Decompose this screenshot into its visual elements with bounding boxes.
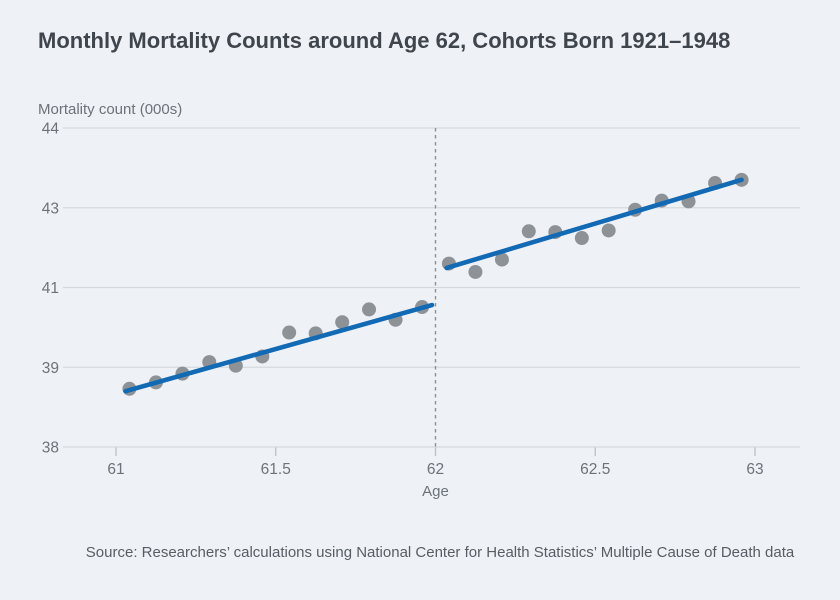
y-tick-label: 43 (42, 200, 59, 217)
scatter-point (494, 252, 509, 267)
y-tick-label: 41 (42, 280, 59, 297)
scatter-point (601, 223, 616, 238)
x-tick-label: 61 (107, 461, 124, 478)
scatter-point (335, 315, 350, 330)
fit-line (444, 177, 744, 271)
y-axis-title: Mortality count (000s) (38, 101, 183, 118)
scatter-point (362, 302, 377, 317)
scatter-point (521, 224, 536, 239)
chart-title: Monthly Mortality Counts around Age 62, … (38, 28, 731, 53)
x-axis-title: Age (422, 483, 449, 500)
x-tick-label: 63 (746, 461, 763, 478)
y-tick-label: 44 (42, 121, 60, 138)
x-tick-label: 61.5 (261, 461, 291, 478)
scatter-point (468, 264, 483, 279)
source-note: Source: Researchers’ calculations using … (85, 544, 795, 561)
scatter-point (574, 231, 589, 246)
fit-line (123, 302, 435, 394)
scatter-point (282, 325, 297, 340)
x-tick-label: 62 (427, 461, 444, 478)
y-tick-label: 38 (42, 440, 59, 457)
x-tick-label: 62.5 (580, 461, 610, 478)
y-tick-label: 39 (42, 360, 59, 377)
